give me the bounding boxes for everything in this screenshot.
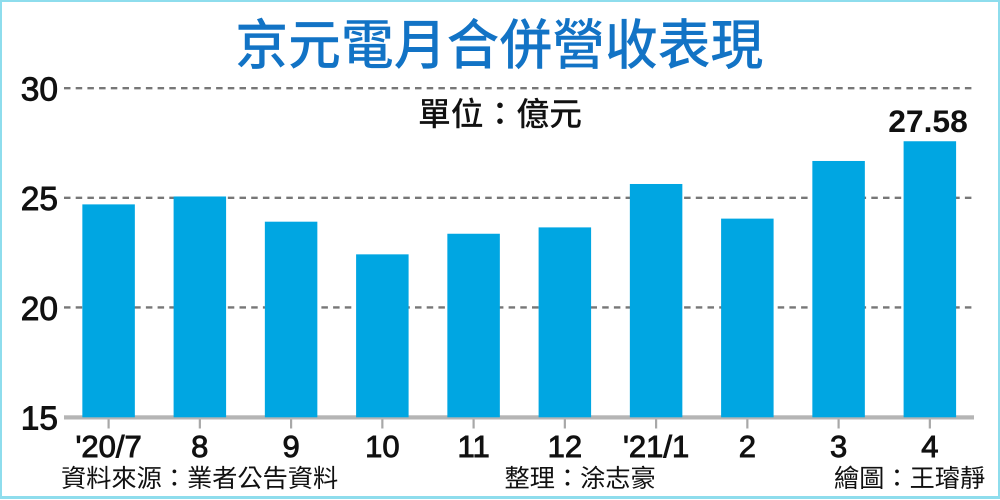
svg-text:'20/7: '20/7 [75, 429, 141, 464]
svg-text:4: 4 [921, 429, 938, 464]
svg-text:15: 15 [21, 400, 58, 437]
svg-text:3: 3 [830, 429, 847, 464]
svg-text:30: 30 [21, 72, 58, 109]
svg-text:20: 20 [21, 291, 58, 328]
svg-text:25: 25 [21, 181, 58, 218]
svg-text:10: 10 [365, 429, 399, 464]
svg-text:11: 11 [458, 429, 490, 464]
svg-text:8: 8 [191, 429, 208, 464]
svg-text:27.58: 27.58 [888, 103, 968, 139]
svg-text:2: 2 [739, 429, 756, 464]
svg-text:12: 12 [548, 429, 582, 464]
svg-text:'21/1: '21/1 [623, 429, 689, 464]
svg-text:9: 9 [282, 429, 299, 464]
